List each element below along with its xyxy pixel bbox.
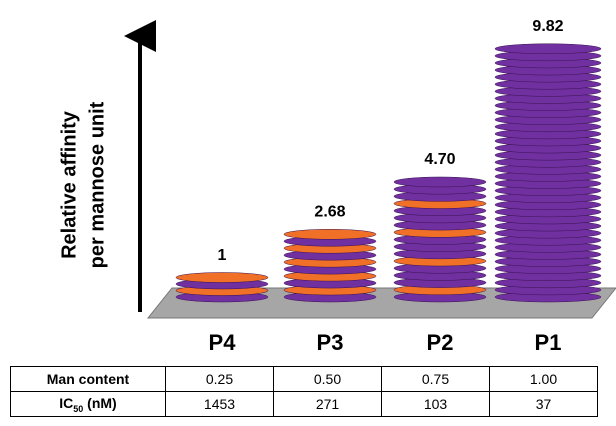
table-cell: 37 (490, 392, 598, 417)
table-cell: 271 (274, 392, 382, 417)
value-label: 2.68 (314, 204, 345, 221)
chart: Relative affinity per mannose unit 1 P4 2.… (0, 0, 616, 366)
bar (284, 229, 376, 302)
bar (495, 44, 601, 302)
x-tick-label: P4 (209, 330, 237, 355)
disc (495, 44, 601, 54)
table-cell: 0.50 (274, 367, 382, 392)
value-label: 9.82 (532, 18, 563, 35)
table-cell: 0.75 (382, 367, 490, 392)
y-label-line: per mannose unit (86, 101, 108, 268)
y-label: Relative affinity per mannose unit (58, 101, 108, 268)
table-cell: 103 (382, 392, 490, 417)
y-label-line: Relative affinity (58, 110, 80, 259)
disc (394, 177, 486, 187)
table-cell: 1.00 (490, 367, 598, 392)
x-tick-label: P2 (427, 330, 454, 355)
value-label: 1 (218, 247, 227, 264)
row-header: Man content (11, 367, 166, 392)
x-tick-label: P1 (535, 330, 562, 355)
bar (394, 177, 486, 302)
row-header: IC50 (nM) (11, 392, 166, 417)
x-tick-label: P3 (317, 330, 344, 355)
text: IC (59, 395, 73, 411)
subscript: 50 (73, 403, 83, 413)
value-label: 4.70 (424, 151, 455, 168)
bar (176, 273, 268, 303)
page: Relative affinity per mannose unit 1 P4 2.… (0, 0, 616, 426)
disc (176, 273, 268, 283)
text: (nM) (83, 395, 116, 411)
table-cell: 1453 (166, 392, 274, 417)
disc (284, 229, 376, 239)
table-cell: 0.25 (166, 367, 274, 392)
